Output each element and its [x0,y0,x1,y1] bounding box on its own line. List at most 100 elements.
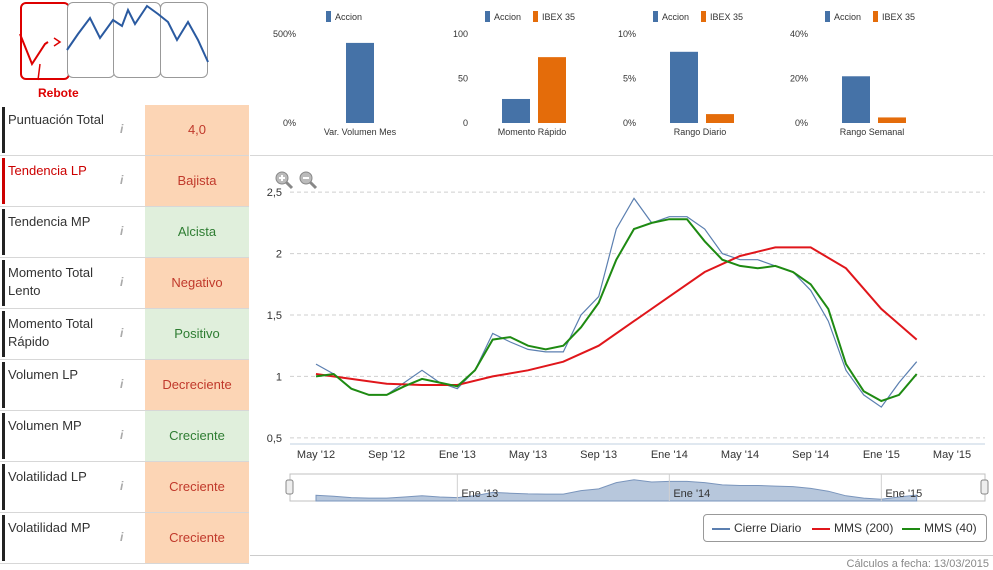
y-tick-label: 10% [618,29,636,39]
x-tick-label: Ene '13 [439,449,476,461]
legend-swatch [873,11,878,22]
indicator-row: Volumen LP i Decreciente [0,360,249,411]
indicator-marker [2,464,5,510]
indicator-value: Negativo [145,258,249,308]
y-tick-label: 0% [795,118,808,128]
indicator-row: Volatilidad MP i Creciente [0,513,249,564]
indicator-row: Momento Total Rápido i Positivo [0,309,249,360]
indicator-marker [2,209,5,255]
indicator-value: Alcista [145,207,249,257]
legend-cierre-diario[interactable]: Cierre Diario [712,521,801,535]
indicator-label: Momento Total Lento [8,265,94,298]
bar-accion [502,98,530,123]
indicator-label: Volumen LP [8,367,79,382]
info-icon[interactable]: i [120,530,124,544]
indicator-label: Volumen MP [8,418,82,433]
x-tick-label: Sep '13 [580,449,617,461]
y-tick-label: 20% [790,74,808,84]
series-line-0 [315,197,918,408]
y-tick-label: 0% [623,118,636,128]
bar-accion [346,42,374,123]
legend-swatch [326,11,331,22]
info-icon[interactable]: i [120,377,124,391]
y-tick-label: 2 [276,249,282,261]
info-icon[interactable]: i [120,479,124,493]
indicator-row: Puntuación Total i 4,0 [0,105,249,156]
navigator-handle-left[interactable] [285,479,294,495]
legend-swatch [485,11,490,22]
legend-label: Accion [662,12,689,22]
indicator-value: Creciente [145,513,249,563]
indicator-row: Momento Total Lento i Negativo [0,258,249,309]
bar-accion [670,51,698,123]
legend-swatch [812,527,830,530]
indicator-label: Puntuación Total [8,112,104,127]
chart-legend: Cierre Diario MMS (200) MMS (40) [703,514,987,542]
bar-ibex [706,114,734,123]
legend-swatch [825,11,830,22]
info-icon[interactable]: i [120,326,124,340]
indicator-label: Tendencia MP [8,214,91,229]
x-tick-label: May '13 [509,449,547,461]
indicator-value: 4,0 [145,105,249,155]
navigator-handle-right[interactable] [980,479,989,495]
y-tick-label: 50 [458,74,468,84]
pattern-sparkline [19,4,209,81]
legend-label: Accion [494,12,521,22]
indicator-row: Volatilidad LP i Creciente [0,462,249,513]
indicator-marker [2,158,5,204]
calc-date-note: Cálculos a fecha: 13/03/2015 [846,558,990,570]
bar-ibex [878,117,906,123]
pattern-thumb-3[interactable] [113,2,161,78]
pattern-selector: Rebote [0,0,250,104]
price-chart: 2,5 2 1,5 1 0,5 May '12 Sep '12 Ene '13 May '13 S… [250,155,993,556]
mini-chart-rango-diario: Accion IBEX 35 10% 5% 0% Rango Diario [608,0,778,145]
info-icon[interactable]: i [120,173,124,187]
legend-label: IBEX 35 [542,12,575,22]
x-tick-label: Ene '14 [651,449,688,461]
bar-accion [842,76,870,123]
x-tick-label: May '14 [721,449,759,461]
zoom-in-icon[interactable] [274,170,294,190]
info-icon[interactable]: i [120,122,124,136]
x-tick-label: Ene '15 [863,449,900,461]
indicator-marker [2,311,5,357]
info-icon[interactable]: i [120,275,124,289]
legend-mms-40[interactable]: MMS (40) [902,521,977,535]
legend-swatch [902,527,920,530]
navigator-area [315,479,918,502]
legend-swatch [712,527,730,530]
indicator-label: Volatilidad MP [8,520,91,535]
footer-divider [250,555,993,556]
indicator-row: Tendencia LP i Bajista [0,156,249,207]
info-icon[interactable]: i [120,428,124,442]
y-tick-label: 100 [453,29,468,39]
mini-chart-title: Var. Volumen Mes [324,127,397,137]
mini-chart-rango-semanal: Accion IBEX 35 40% 20% 0% Rango Semanal [780,0,950,145]
info-icon[interactable]: i [120,224,124,238]
legend-mms-200[interactable]: MMS (200) [812,521,893,535]
zoom-out-icon[interactable] [298,170,318,190]
legend-label: Cierre Diario [734,521,802,535]
y-tick-label: 40% [790,29,808,39]
mini-chart-title: Rango Semanal [840,127,905,137]
y-tick-label: 0 [463,118,468,128]
legend-label: MMS (40) [924,521,977,535]
navigator-tick-label: Ene '15 [885,488,922,500]
indicator-value: Bajista [145,156,249,206]
series-line-2 [315,218,918,403]
legend-label: Accion [335,12,362,22]
series-line-1 [315,246,918,386]
pattern-thumb-rebote[interactable] [20,2,70,80]
navigator-tick-label: Ene '14 [673,488,710,500]
legend-label: Accion [834,12,861,22]
pattern-thumb-4[interactable] [160,2,208,78]
mini-chart-title: Momento Rápido [498,127,567,137]
x-tick-label: May '15 [933,449,971,461]
indicator-label: Volatilidad LP [8,469,87,484]
indicator-value: Decreciente [145,360,249,410]
legend-swatch [701,11,706,22]
indicator-marker [2,413,5,459]
indicator-value: Creciente [145,411,249,461]
legend-swatch [653,11,658,22]
